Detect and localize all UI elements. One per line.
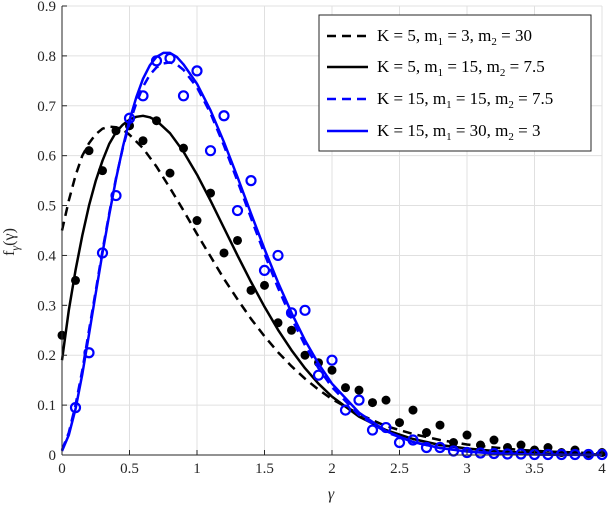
series-1-line — [60, 125, 603, 455]
series-1-point — [165, 168, 175, 178]
y-axis-label-main: f — [1, 250, 18, 256]
series-3-point — [177, 90, 190, 102]
series-4-point — [488, 447, 500, 460]
series-4-line — [60, 51, 603, 457]
x-tick-label: 4 — [598, 461, 606, 477]
tick-labels: 0 0.5 1 1.5 2 2.5 3 3.5 4 0 0.1 0.2 0.3 0.4 0.5 0.6 0.7 0… — [37, 0, 606, 477]
series-3-point — [366, 424, 379, 436]
series-4-point — [299, 304, 311, 316]
legend-box — [318, 14, 592, 152]
legend-entry-3: K = 15, m1 = 15, m2 = 7.5 — [377, 89, 553, 111]
series-3-point — [312, 369, 325, 381]
x-tick-label: 1 — [193, 461, 201, 477]
series-3-point — [231, 204, 244, 217]
y-tick-label: 0.5 — [37, 199, 56, 215]
y-tick-label: 0.3 — [37, 298, 56, 314]
series-3-point — [258, 264, 271, 277]
series-2-point — [368, 398, 377, 408]
x-tick-label: 2.5 — [390, 461, 409, 477]
axes — [61, 5, 603, 456]
series-2-point — [260, 280, 269, 290]
y-axis-label: fγ(γ) — [1, 228, 22, 256]
y-tick-label: 0.7 — [37, 99, 56, 115]
series-4-point — [434, 441, 446, 454]
series-1-point — [489, 435, 499, 445]
series-3-point — [204, 145, 217, 157]
series-1-point — [300, 350, 310, 360]
series-4-point — [461, 446, 473, 459]
series-2-point — [287, 325, 296, 335]
series-4-point — [380, 421, 392, 434]
series-3-point — [339, 404, 352, 416]
x-axis-label: γ — [328, 486, 335, 503]
series-1-point — [408, 405, 418, 415]
series-1-point — [327, 365, 337, 375]
series-2-point — [179, 143, 188, 153]
series-2-point — [449, 438, 458, 448]
series-4-point — [191, 65, 203, 77]
series-1-point — [219, 248, 229, 258]
series-2-point — [152, 116, 161, 126]
x-tick-label: 2 — [328, 461, 336, 477]
series-1-point — [192, 216, 202, 226]
series-1-point — [84, 146, 94, 156]
y-tick-label: 0.8 — [37, 49, 56, 65]
series-2-point — [476, 440, 485, 450]
y-tick-label: 0.1 — [37, 398, 56, 414]
series-1-point — [435, 420, 445, 430]
series-4-point — [515, 448, 527, 460]
series-2-point — [341, 383, 350, 393]
series-1-point — [462, 430, 472, 440]
x-tick-label: 0 — [58, 461, 66, 477]
series-2-point — [71, 275, 80, 285]
legend-entry-2: K = 5, m1 = 15, m2 = 7.5 — [377, 57, 545, 79]
legend-entry-4: K = 15, m1 = 30, m2 = 3 — [377, 121, 541, 143]
series-4-point — [353, 394, 365, 406]
series-4-point — [407, 434, 419, 446]
y-tick-label: 0.4 — [37, 248, 56, 264]
svg-text:fγ(γ): fγ(γ) — [1, 228, 22, 256]
series-1-point — [138, 136, 148, 146]
series-4-point — [83, 347, 95, 359]
x-tick-label: 3.5 — [525, 461, 544, 477]
x-tick-label: 3 — [463, 461, 471, 477]
series-4-point — [218, 110, 230, 122]
series-2-point — [422, 428, 431, 438]
series-4-point — [164, 52, 176, 64]
series-4-point — [272, 249, 284, 262]
legend: K = 5, m1 = 3, m2 = 30 K = 5, m1 = 15, m… — [318, 14, 592, 152]
series-3-point — [420, 441, 433, 454]
series-layer — [57, 51, 608, 461]
series-4-point — [326, 354, 338, 366]
series-4-point — [110, 189, 122, 202]
series-4-point — [245, 175, 257, 187]
series-1 — [60, 125, 607, 458]
series-1-point — [381, 395, 391, 405]
y-tick-label: 0.6 — [37, 149, 56, 165]
series-2-point — [233, 235, 242, 245]
y-tick-label: 0.2 — [37, 348, 56, 364]
series-1-point — [354, 385, 364, 395]
y-axis-label-arg: (γ) — [1, 228, 18, 246]
x-tick-label: 0.5 — [120, 461, 139, 477]
series-2-point — [395, 418, 404, 428]
series-4 — [60, 51, 608, 461]
series-4-point — [137, 90, 149, 102]
series-1-point — [516, 440, 526, 450]
x-tick-label: 1.5 — [255, 461, 274, 477]
series-2-point — [98, 166, 107, 176]
y-axis-label-sub: γ — [8, 246, 22, 251]
y-tick-label: 0.9 — [37, 0, 56, 15]
y-tick-label: 0 — [49, 448, 57, 464]
series-2-line — [60, 114, 603, 456]
series-3-point — [393, 436, 406, 449]
series-3-point — [285, 307, 298, 319]
series-2-point — [206, 188, 215, 198]
legend-entry-1: K = 5, m1 = 3, m2 = 30 — [377, 26, 532, 48]
